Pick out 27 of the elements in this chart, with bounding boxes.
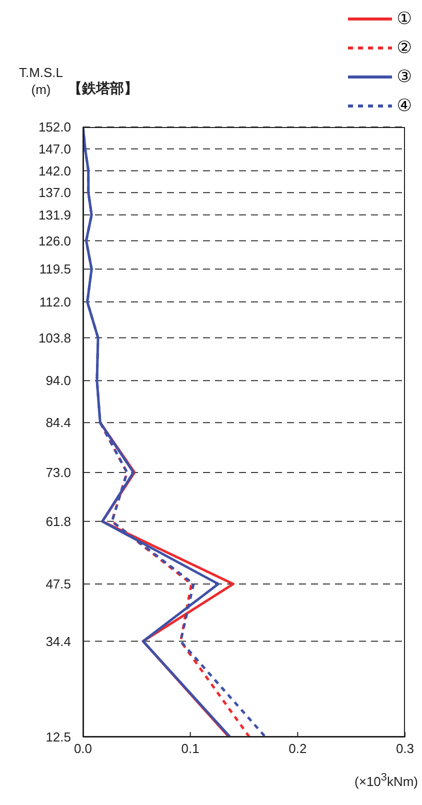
y-tick-label: 73.0	[46, 465, 71, 480]
y-tick-label: 103.8	[38, 330, 71, 346]
legend-label: ③	[396, 66, 412, 86]
x-tick-label: 0.0	[74, 741, 92, 756]
x-axis-title: (×10$^{3}$kNm)	[354, 772, 418, 790]
legend-label: ②	[396, 38, 412, 58]
y-tick-label: 61.8	[46, 514, 71, 530]
y-tick-label: 137.0	[38, 185, 71, 200]
y-tick-label: 47.5	[46, 576, 71, 592]
y-tick-label: 131.9	[38, 208, 71, 223]
y-tick-label: 119.5	[39, 262, 71, 277]
y-tick-label: 84.4	[46, 415, 71, 430]
text: 【鉄塔部】	[68, 80, 138, 98]
x-tick-label: 0.1	[181, 741, 200, 756]
y-tick-label: 34.4	[46, 634, 71, 649]
y-tick-label: 142.0	[38, 163, 71, 178]
y-axis-title: T.M.S.L (m)	[18, 65, 64, 97]
y-tick-label: 94.0	[46, 373, 71, 388]
x-tick-label: 0.2	[288, 741, 307, 756]
y-tick-label: 152.0	[38, 120, 71, 135]
x-tick-label: 0.3	[396, 741, 414, 756]
legend-label: ④	[396, 96, 412, 116]
y-tick-label: 112.0	[39, 294, 71, 310]
y-tick-label: 126.0	[38, 233, 71, 248]
legend-label: ①	[396, 8, 412, 28]
y-tick-label: 147.0	[38, 141, 71, 156]
y-tick-label: 12.5	[46, 730, 71, 745]
